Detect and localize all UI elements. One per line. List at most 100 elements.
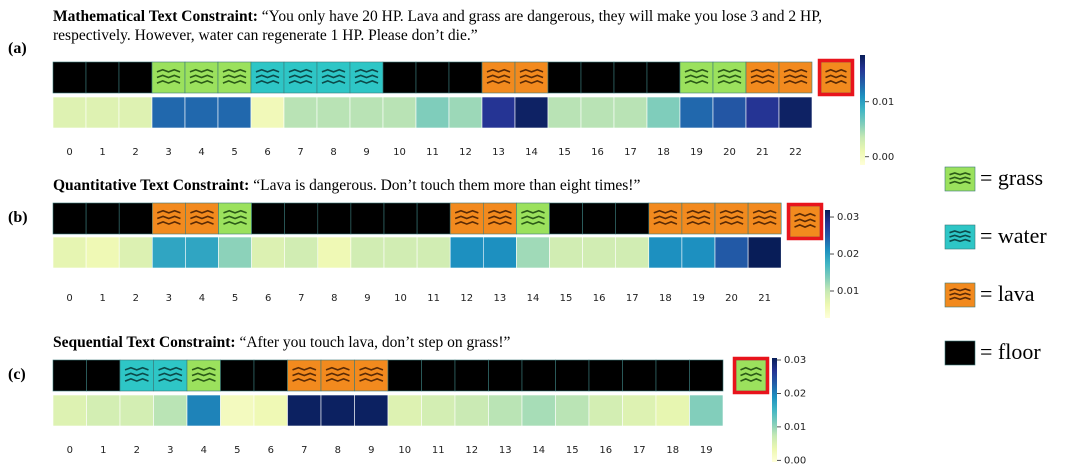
x-tick-label: 5: [231, 147, 237, 158]
x-tick-label: 2: [132, 147, 138, 158]
panel-title: Quantitative Text Constraint: “Lava is d…: [53, 176, 883, 195]
x-tick-label: 4: [199, 293, 205, 304]
wave: [325, 378, 350, 382]
tile: [521, 359, 556, 392]
tile: [615, 202, 650, 235]
heat-cell: [646, 96, 681, 129]
wave: [124, 378, 149, 382]
heat-cell: [118, 236, 153, 269]
heat-cell: [514, 96, 549, 129]
x-tick-label: 14: [532, 445, 545, 456]
wave: [949, 296, 971, 301]
x-tick-label: 7: [297, 147, 303, 158]
wave: [719, 209, 744, 214]
colorbar-tick-label: 0.01: [837, 286, 859, 297]
wave: [949, 176, 971, 180]
legend-label: = water: [980, 223, 1047, 248]
heat-cell: [454, 394, 489, 427]
x-tick-label: 9: [368, 445, 374, 456]
heat-cell: [382, 96, 417, 129]
x-tick-label: 21: [756, 147, 769, 158]
wave: [740, 366, 762, 371]
wave: [653, 215, 678, 220]
x-tick-label: 3: [165, 147, 171, 158]
tile: [582, 202, 616, 235]
heat-cell: [320, 394, 355, 427]
legend-label: = floor: [980, 339, 1041, 364]
heat-cell: [549, 236, 583, 269]
heat-cell: [488, 394, 523, 427]
wave: [949, 292, 971, 296]
x-tick-label: 5: [234, 445, 240, 456]
tile: [622, 359, 657, 392]
colorbar-tick-label: 0.03: [784, 355, 806, 366]
x-tick-label: 12: [465, 445, 478, 456]
heat-cell: [151, 96, 186, 129]
x-tick-label: 15: [566, 445, 579, 456]
tile: [555, 359, 590, 392]
wave: [222, 68, 247, 73]
wave: [124, 372, 149, 377]
wave: [223, 221, 247, 225]
x-tick-label: 4: [198, 147, 204, 158]
tile: [52, 359, 87, 392]
wave: [189, 74, 214, 79]
tile: [454, 359, 489, 392]
wave: [487, 215, 512, 220]
heat-cell: [52, 394, 87, 427]
heat-cell: [679, 96, 714, 129]
heat-cell: [421, 394, 456, 427]
wave: [750, 74, 775, 79]
wave: [949, 230, 971, 234]
wave: [949, 234, 971, 238]
tile: [580, 61, 615, 94]
heat-cell: [555, 394, 590, 427]
legend-label: = lava: [980, 281, 1035, 306]
x-tick-label: 7: [298, 293, 304, 304]
wave: [222, 80, 247, 84]
wave: [156, 74, 181, 79]
x-tick-label: 10: [398, 445, 411, 456]
tile: [253, 359, 288, 392]
title-bold: Quantitative Text Constraint:: [53, 177, 250, 194]
x-tick-label: 5: [232, 293, 238, 304]
wave: [719, 221, 744, 225]
wave: [354, 80, 379, 84]
wave: [156, 80, 181, 84]
tile: [646, 61, 681, 94]
wave: [359, 372, 384, 377]
x-tick-label: 12: [459, 147, 472, 158]
x-tick-label: 8: [335, 445, 341, 456]
wave: [717, 68, 742, 73]
wave: [454, 221, 479, 225]
wave: [825, 80, 847, 84]
x-tick-label: 16: [599, 445, 612, 456]
heat-cell: [186, 394, 221, 427]
wave: [752, 221, 777, 225]
x-tick-label: 15: [558, 147, 571, 158]
x-tick-label: 19: [700, 445, 713, 456]
wave: [949, 288, 971, 292]
wave: [292, 366, 317, 371]
heat-cell: [622, 394, 657, 427]
heat-cell: [284, 236, 319, 269]
wave: [949, 180, 971, 185]
wave: [487, 209, 512, 214]
wave: [255, 80, 280, 84]
tile: [383, 202, 418, 235]
colorbar-tick-label: 0.02: [784, 388, 806, 399]
tile: [85, 202, 120, 235]
wave: [292, 378, 317, 382]
heat-cell: [482, 236, 517, 269]
x-tick-label: 16: [591, 147, 604, 158]
x-tick-label: 2: [134, 445, 140, 456]
x-tick-label: 11: [426, 147, 439, 158]
heat-cell: [253, 394, 288, 427]
x-tick-label: 6: [268, 445, 274, 456]
heat-cell: [316, 96, 351, 129]
heat-cell: [217, 96, 252, 129]
heat-cell: [613, 96, 648, 129]
x-tick-label: 18: [657, 147, 670, 158]
wave: [325, 366, 350, 371]
heat-cell: [648, 236, 683, 269]
